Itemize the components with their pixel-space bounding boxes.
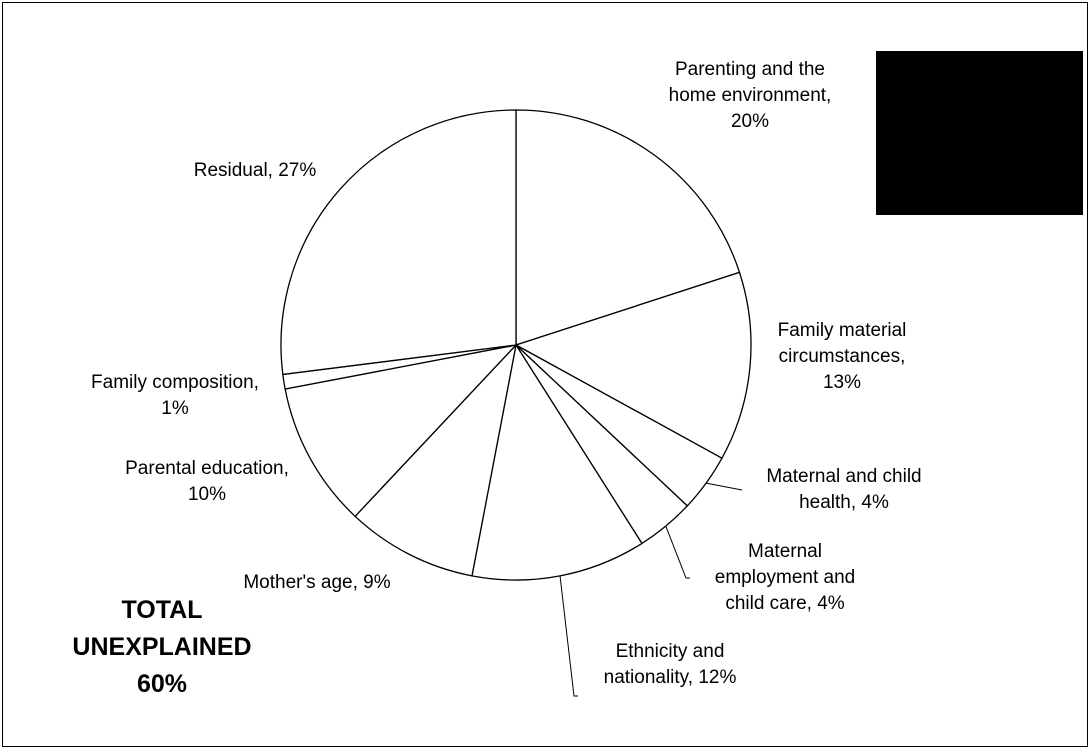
slice-label-maternal-health: Maternal and child health, 4% [766,466,922,513]
leader-lines [559,482,743,697]
slice-label-residual: Residual, 27% [193,160,317,181]
leader-line-4 [559,575,578,697]
slice-label-mothers-age: Mother's age, 9% [243,572,391,593]
pie-slice-8 [280,109,517,376]
slice-label-family-material: Family material circumstances, 13% [777,320,907,393]
slice-label-maternal-employment: Maternal employment and child care, 4% [714,541,856,614]
pie-slice-6 [284,343,518,518]
slice-label-family-composition: Family composition, 1% [91,372,259,419]
redaction-box [876,51,1083,215]
leader-line-3 [665,525,690,579]
slice-label-ethnicity: Ethnicity and nationality, 12% [603,641,737,688]
total-unexplained-label: TOTAL UNEXPLAINED 60% [72,596,252,698]
slice-label-parental-education: Parental education, 10% [125,458,289,505]
pie-slice-1 [514,271,752,460]
pie-slices [280,109,752,581]
leader-line-2 [706,482,743,491]
pie-slice-0 [515,109,741,346]
pie-slice-5 [354,342,518,577]
slice-label-parenting: Parenting and the home environment, 20% [668,59,832,132]
